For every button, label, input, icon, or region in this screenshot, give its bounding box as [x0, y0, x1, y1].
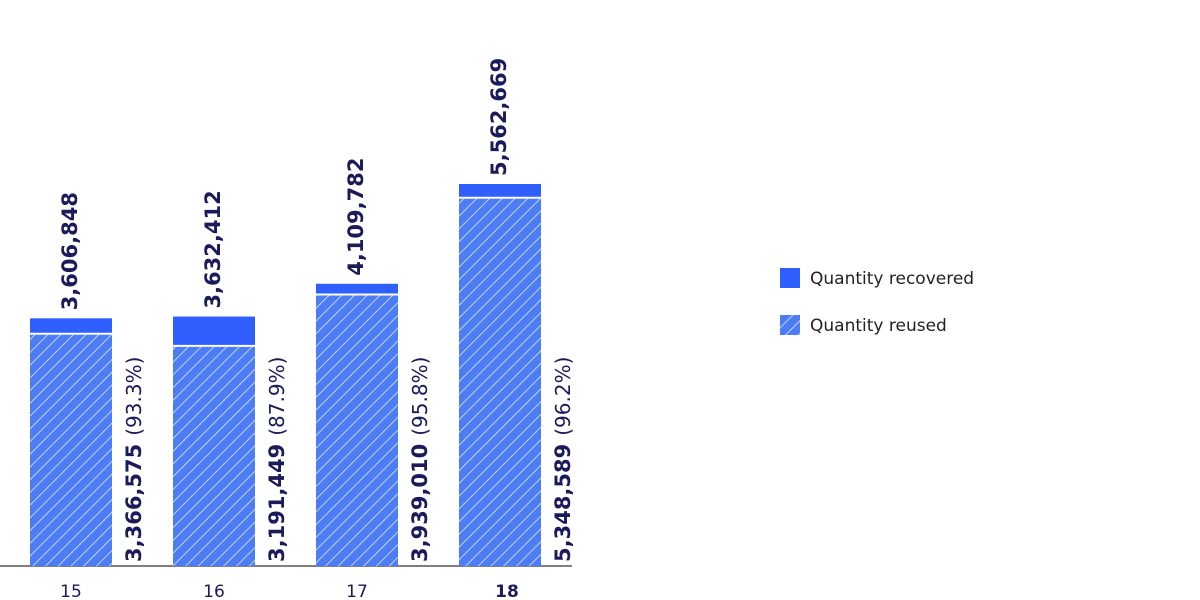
legend-label: Quantity reused — [810, 316, 947, 336]
value-label: 5,348,589 (96.2%) — [551, 357, 576, 562]
share-label: (95.8%) — [408, 357, 432, 436]
legend-swatch — [780, 268, 800, 288]
legend-swatch — [780, 315, 800, 335]
value-label: 3,606,848 — [58, 192, 82, 310]
legend-label: Quantity recovered — [810, 269, 974, 289]
share-label: (96.2%) — [551, 357, 575, 436]
share-label: (87.9%) — [265, 357, 289, 436]
value-label: 3,632,412 — [201, 190, 225, 308]
value-label: 3,191,449 (87.9%) — [265, 357, 290, 562]
bar-reused — [459, 198, 541, 566]
value-label: 3,191,449 — [265, 444, 289, 562]
bar-reused — [316, 295, 398, 566]
value-label: 4,109,782 — [344, 158, 368, 276]
value-label: 3,939,010 — [408, 444, 432, 562]
x-tick-label: 18 — [495, 582, 519, 600]
bar-reused — [30, 334, 112, 566]
x-tick-label: 16 — [203, 582, 225, 600]
value-label: 3,366,575 (93.3%) — [122, 357, 147, 562]
x-tick-label: 15 — [60, 582, 82, 600]
bar-reused — [173, 346, 255, 566]
value-label: 5,348,589 — [551, 444, 575, 562]
value-label: 3,939,010 (95.8%) — [408, 357, 433, 562]
value-label: 3,366,575 — [122, 444, 146, 562]
share-label: (93.3%) — [122, 357, 146, 436]
x-tick-label: 17 — [346, 582, 368, 600]
value-label: 5,562,669 — [487, 58, 511, 176]
